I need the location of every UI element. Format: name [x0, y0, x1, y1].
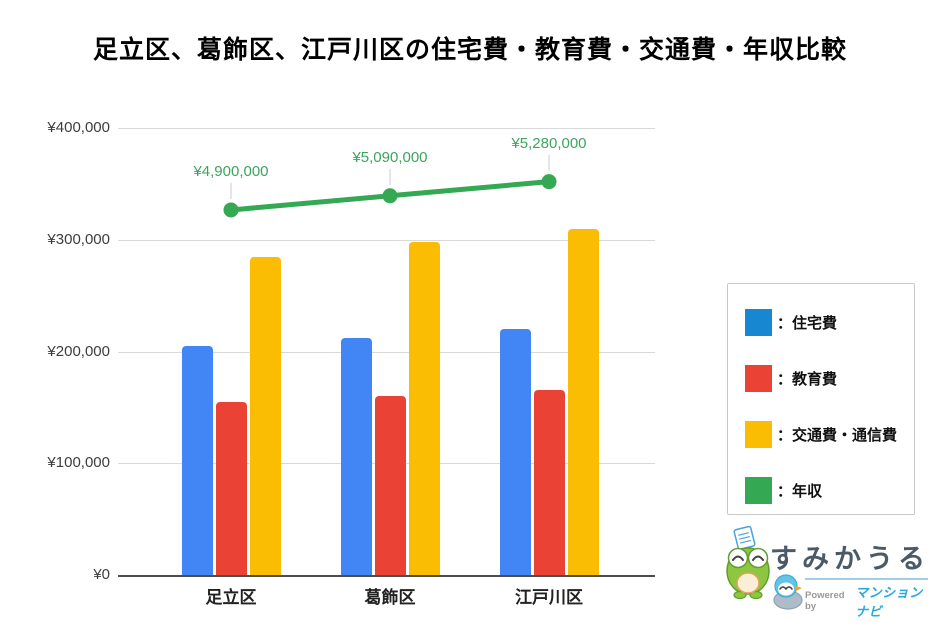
legend-item-3: ：年収 — [745, 476, 822, 504]
powered-by-label: Powered by — [805, 590, 845, 612]
gridline — [118, 128, 655, 129]
y-tick-label: ¥0 — [93, 566, 110, 583]
legend-swatch-icon — [745, 364, 772, 392]
plot-area: ¥4,900,000 ¥5,090,000 ¥5,280,000 足立区 葛飾区 江戸川区 — [118, 128, 655, 607]
y-tick-label: ¥100,000 — [47, 454, 110, 472]
chart-title: 足立区、葛飾区、江戸川区の住宅費・教育費・交通費・年収比較 — [92, 36, 847, 64]
income-value-label: ¥5,280,000 — [511, 134, 587, 152]
bar-transport-1 — [408, 242, 440, 575]
income-point — [223, 202, 239, 218]
y-tick-label: ¥200,000 — [47, 342, 110, 360]
mascot-frog-bird-icon — [726, 526, 803, 610]
legend-label: ：年収 — [777, 482, 823, 500]
bar-transport-2 — [567, 228, 599, 575]
income-value-label: ¥5,090,000 — [352, 148, 428, 166]
legend-label: ：住宅費 — [777, 314, 838, 332]
legend-swatch-icon — [745, 420, 772, 448]
bar-housing-1 — [340, 338, 372, 575]
bar-education-2 — [533, 389, 565, 575]
gridline — [118, 351, 655, 353]
legend-swatch-icon — [745, 476, 772, 504]
legend-swatch-icon — [745, 308, 772, 336]
income-value-label: ¥4,900,000 — [193, 162, 269, 180]
legend-box: ：住宅費 ：教育費 ：交通費・通信費 ：年収 — [727, 283, 915, 515]
x-tick-label-0: 足立区 — [205, 588, 257, 607]
y-tick-label: ¥400,000 — [47, 119, 110, 136]
legend-item-1: ：教育費 — [745, 364, 837, 392]
y-axis-labels: ¥400,000 ¥300,000 ¥200,000 ¥100,000 ¥0 — [8, 119, 110, 583]
logo-wordmark: すみかうる — [770, 544, 930, 574]
income-point — [382, 188, 398, 204]
bar-housing-0 — [181, 345, 213, 575]
x-tick-label-2: 江戸川区 — [515, 588, 583, 607]
brand-name: マンションナビ — [855, 585, 923, 619]
legend-item-0: ：住宅費 — [745, 308, 837, 336]
y-tick-label: ¥300,000 — [47, 230, 110, 248]
bar-transport-0 — [249, 256, 281, 575]
sumikauru-logo: すみかうる Powered by マンションナビ — [700, 524, 935, 622]
logo-divider — [805, 578, 928, 580]
income-line-series — [223, 154, 557, 218]
bar-education-0 — [215, 401, 247, 575]
income-point — [541, 174, 557, 190]
gridline — [118, 239, 655, 241]
bar-housing-2 — [499, 329, 531, 575]
bar-education-1 — [374, 396, 406, 575]
legend-label: ：教育費 — [777, 370, 838, 388]
x-axis-line — [118, 575, 655, 577]
legend-item-2: ：交通費・通信費 — [745, 420, 897, 448]
x-tick-label-1: 葛飾区 — [364, 588, 416, 607]
legend-label: ：交通費・通信費 — [777, 426, 898, 444]
